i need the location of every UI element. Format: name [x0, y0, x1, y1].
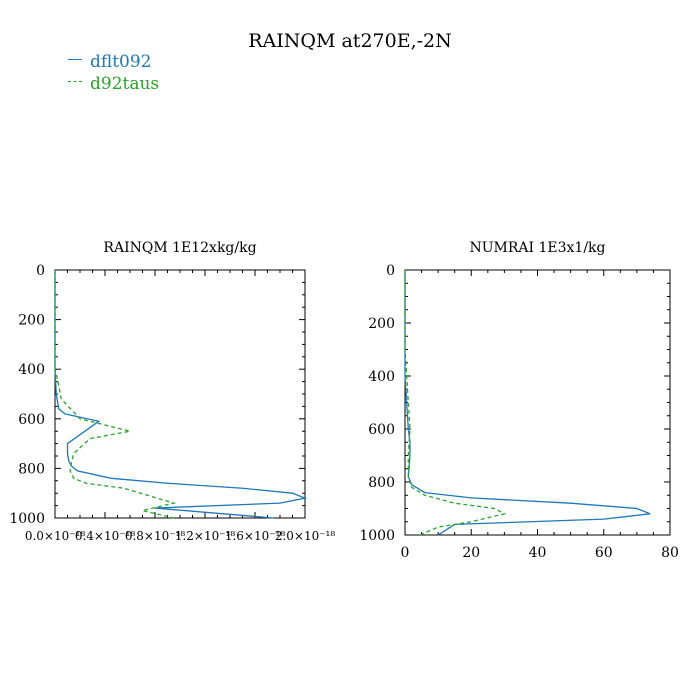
- chart2-xtick-label: 20: [462, 545, 480, 561]
- chart2-xtick-label: 0: [401, 545, 410, 561]
- chart1-ytick-label: 0: [36, 263, 45, 279]
- chart1-xtick-label: 1.2×10⁻¹⁸: [175, 529, 236, 543]
- chart1-xtick-label: 0.0×10⁻¹⁸: [25, 529, 86, 543]
- legend-swatch-dflt092: [68, 59, 82, 60]
- legend-item-dflt092: dflt092: [68, 52, 152, 72]
- chart1-ytick-label: 200: [18, 313, 45, 329]
- chart1-xtick-label: 0.4×10⁻¹⁸: [75, 529, 136, 543]
- legend-swatch-d92taus: [68, 81, 82, 82]
- chart1-xtick-label: 2.0×10⁻¹⁸: [275, 529, 336, 543]
- chart1-title: RAINQM 1E12xkg/kg: [103, 240, 256, 256]
- legend-label-d92taus: d92taus: [90, 74, 160, 94]
- chart2-ytick-label: 200: [368, 316, 395, 332]
- chart2-xtick-label: 80: [661, 545, 679, 561]
- chart2-ytick-label: 800: [368, 475, 395, 491]
- chart1-xtick-label: 1.6×10⁻¹⁸: [225, 529, 286, 543]
- chart2-series-d92taus: [404, 270, 507, 536]
- chart2-ytick-label: 400: [368, 369, 395, 385]
- chart2-ytick-label: 1000: [359, 528, 395, 544]
- legend-item-d92taus: d92taus: [68, 74, 159, 94]
- chart2-xtick-label: 40: [529, 545, 547, 561]
- chart1-ytick-label: 600: [18, 412, 45, 428]
- chart2-title: NUMRAI 1E3x1/kg: [469, 240, 605, 256]
- chart1-frame: [54, 269, 306, 519]
- chart2-xtick-label: 60: [595, 545, 613, 561]
- chart1-ytick-label: 800: [18, 461, 45, 477]
- chart1-ytick-label: 400: [18, 362, 45, 378]
- chart2-series-dflt092: [404, 270, 651, 536]
- chart2-ytick-label: 0: [386, 263, 395, 279]
- chart1-series-d92taus: [54, 270, 177, 519]
- chart2-ytick-label: 600: [368, 422, 395, 438]
- chart1-xtick-label: 0.8×10⁻¹⁸: [125, 529, 186, 543]
- chart1-series-dflt092: [54, 270, 308, 519]
- chart1-ytick-label: 1000: [9, 511, 45, 527]
- legend-label-dflt092: dflt092: [90, 52, 152, 72]
- figure-title: RAINQM at270E,-2N: [248, 30, 452, 52]
